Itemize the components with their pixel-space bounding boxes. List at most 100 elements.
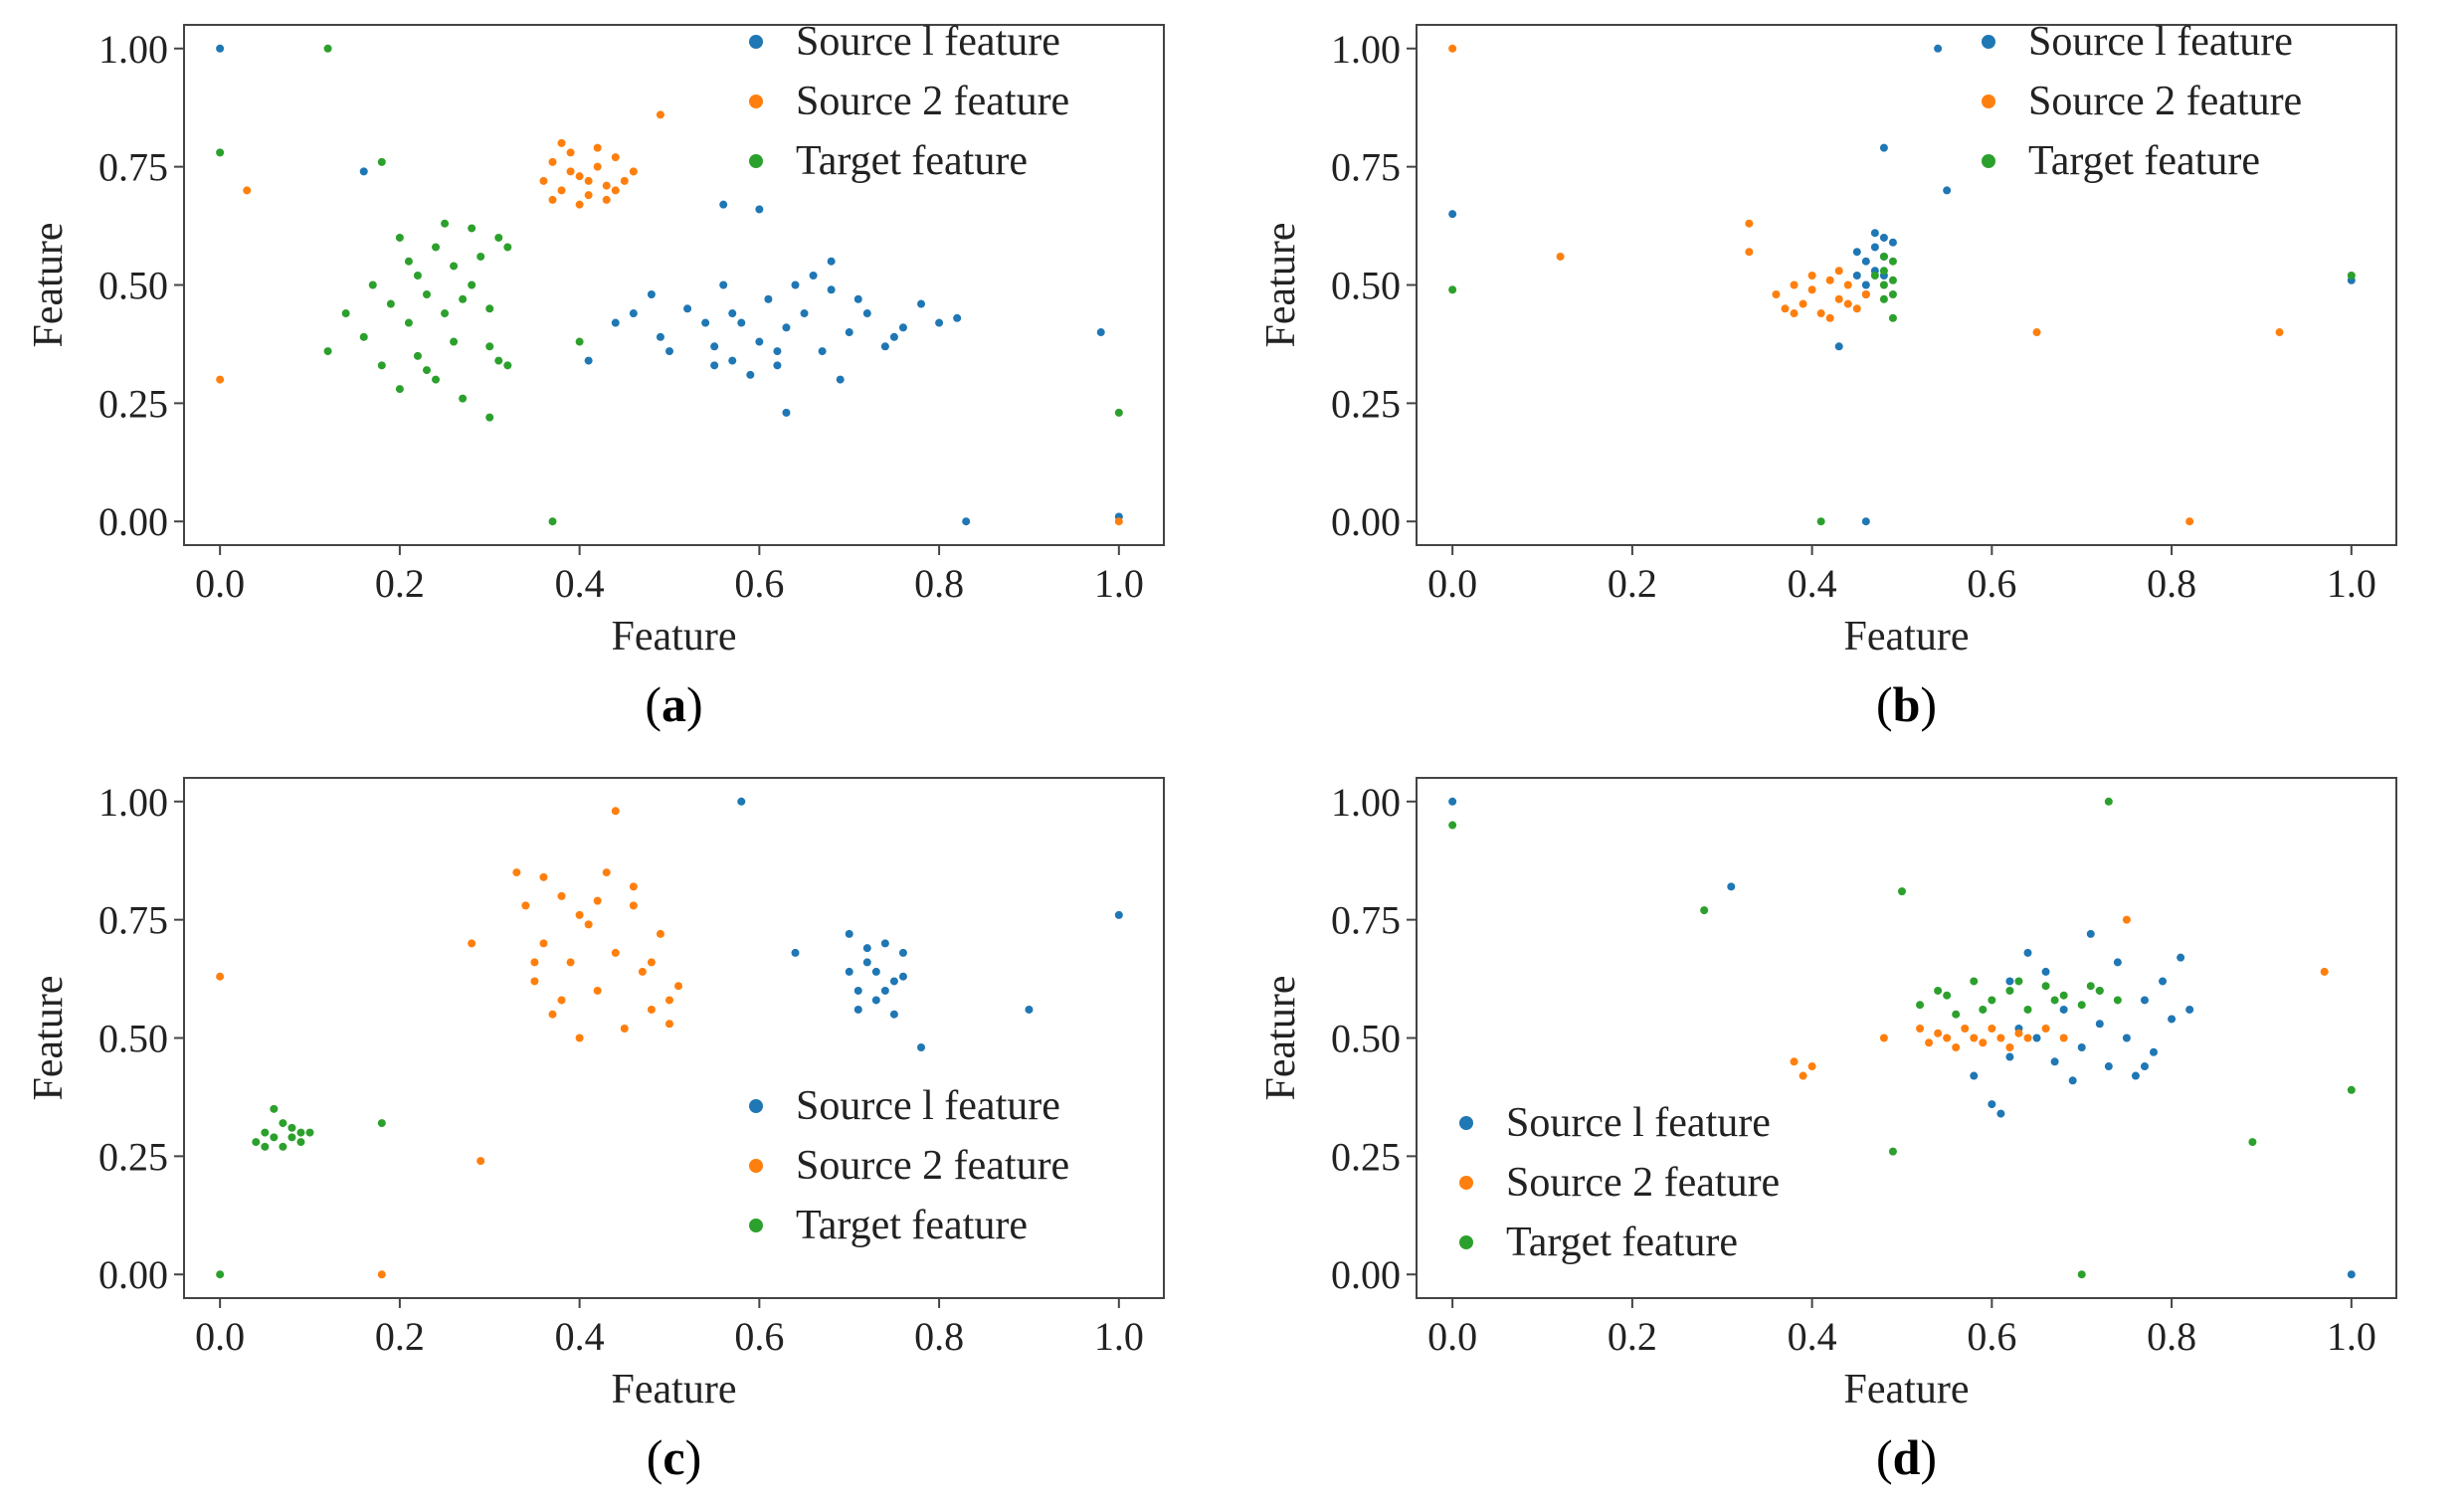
data-point xyxy=(1816,517,1825,526)
data-point xyxy=(620,1024,629,1033)
data-point xyxy=(243,186,252,195)
data-point xyxy=(395,385,404,394)
data-point xyxy=(656,929,664,938)
data-point xyxy=(422,366,431,375)
data-point xyxy=(647,290,656,299)
data-point xyxy=(701,318,710,327)
data-point xyxy=(557,891,566,900)
axis-ticks: 0.0 0.2 0.4 0.6 0.8 1.0 0.00 0.25 0.50 0.75 1.00 xyxy=(98,780,1144,1359)
data-point xyxy=(1114,910,1123,919)
x-tick-label: 0.4 xyxy=(555,1314,605,1359)
data-point xyxy=(557,996,566,1005)
data-point xyxy=(1852,304,1861,313)
y-axis-label: Feature xyxy=(26,976,72,1101)
data-point xyxy=(719,200,728,209)
panel-a: 0.0 0.2 0.4 0.6 0.8 1.0 0.00 0.25 0.50 0.75 1.00 F… xyxy=(0,0,1232,753)
data-point xyxy=(1970,1034,1979,1042)
data-point xyxy=(468,281,476,289)
data-point xyxy=(629,882,638,891)
data-point xyxy=(2059,1005,2068,1014)
data-point xyxy=(548,195,557,204)
legend-marker xyxy=(1982,154,1995,168)
legend: Source l feature Source 2 feature Target f… xyxy=(1459,1100,1780,1265)
legend: Source l feature Source 2 feature Target f… xyxy=(1982,19,2302,184)
data-point xyxy=(1745,219,1754,228)
data-point xyxy=(871,996,880,1005)
data-point xyxy=(261,1128,270,1137)
scatter-chart-b: 0.0 0.2 0.4 0.6 0.8 1.0 0.00 0.25 0.50 0.75 1.00 F… xyxy=(1258,19,2397,732)
data-point xyxy=(1979,1005,1988,1014)
data-point xyxy=(485,413,494,422)
data-point xyxy=(305,1128,314,1137)
y-tick-label: 1.00 xyxy=(1331,27,1401,72)
data-point xyxy=(2320,967,2329,976)
data-point xyxy=(647,1005,656,1014)
data-point xyxy=(584,356,593,365)
data-point xyxy=(1916,1001,1925,1010)
data-point xyxy=(880,939,889,948)
data-point xyxy=(2185,517,2194,526)
data-point xyxy=(1114,408,1123,417)
data-point xyxy=(1861,257,1870,266)
data-point xyxy=(1114,517,1123,526)
data-point xyxy=(323,44,332,53)
data-point xyxy=(2023,1034,2032,1042)
data-point xyxy=(2347,271,2356,280)
data-point xyxy=(1916,1024,1925,1033)
data-point xyxy=(683,304,692,313)
legend-marker xyxy=(749,94,763,108)
y-tick-label: 0.00 xyxy=(1331,1252,1401,1297)
data-point xyxy=(862,958,871,967)
data-point xyxy=(1879,281,1888,289)
data-point xyxy=(521,901,530,910)
data-point xyxy=(2032,328,2041,337)
x-tick-label: 0.4 xyxy=(1788,561,1837,606)
data-point xyxy=(2248,1138,2257,1147)
y-tick-label: 1.00 xyxy=(98,27,168,72)
x-tick-label: 0.2 xyxy=(375,1314,425,1359)
data-point xyxy=(656,332,664,341)
data-point xyxy=(664,996,673,1005)
data-point xyxy=(485,342,494,351)
data-point xyxy=(853,1005,862,1014)
data-point xyxy=(791,281,800,289)
data-point xyxy=(674,982,683,991)
data-point xyxy=(1834,267,1843,276)
data-point xyxy=(1448,285,1457,294)
data-point xyxy=(1852,248,1861,257)
data-point xyxy=(629,309,638,318)
legend-entry: Target feature xyxy=(796,138,1028,184)
data-point xyxy=(818,347,827,356)
panel-label: (c) xyxy=(647,1429,702,1485)
data-point xyxy=(2113,996,2122,1005)
data-point xyxy=(1448,44,1457,53)
scatter-points xyxy=(1448,44,2356,526)
data-point xyxy=(2095,986,2104,995)
data-point xyxy=(2159,977,2168,986)
data-point xyxy=(377,1119,386,1128)
data-point xyxy=(1970,977,1979,986)
data-point xyxy=(1448,210,1457,219)
data-point xyxy=(359,167,368,176)
data-point xyxy=(845,328,853,337)
x-tick-label: 0.0 xyxy=(195,561,245,606)
data-point xyxy=(494,356,503,365)
y-tick-label: 0.25 xyxy=(98,1134,168,1179)
data-point xyxy=(566,167,575,176)
data-point xyxy=(880,342,889,351)
legend-entry: Source l feature xyxy=(796,1083,1060,1129)
panel-label: (d) xyxy=(1876,1429,1937,1485)
data-point xyxy=(2122,1034,2131,1042)
panel-d: 0.0 0.2 0.4 0.6 0.8 1.0 0.00 0.25 0.50 0.75 1.00 F… xyxy=(1232,753,2464,1506)
data-point xyxy=(1781,304,1790,313)
data-point xyxy=(889,1010,898,1019)
data-point xyxy=(2168,1015,2177,1024)
y-tick-label: 0.25 xyxy=(1331,1134,1401,1179)
data-point xyxy=(359,332,368,341)
data-point xyxy=(664,347,673,356)
data-point xyxy=(1879,143,1888,152)
data-point xyxy=(216,44,225,53)
data-point xyxy=(1807,285,1816,294)
data-point xyxy=(2059,991,2068,1000)
data-point xyxy=(773,347,782,356)
